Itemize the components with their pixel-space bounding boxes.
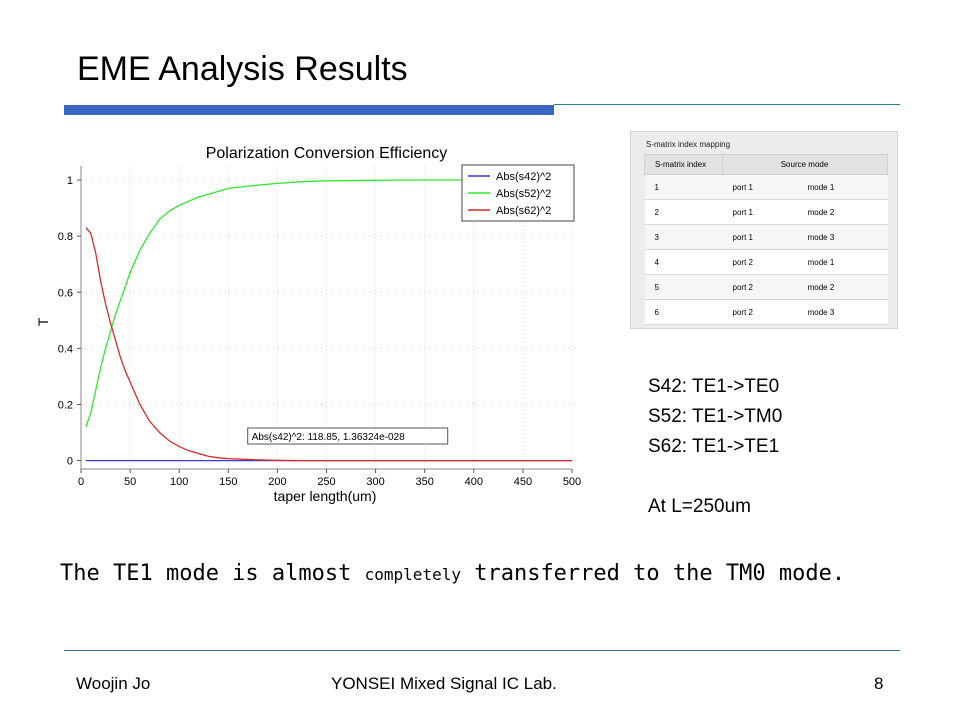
note-length: At L=250um xyxy=(648,496,751,517)
y-tick-label: 1 xyxy=(67,175,73,187)
x-tick-label: 100 xyxy=(170,476,188,488)
smatrix-port-cell: port 2 xyxy=(722,274,798,300)
x-tick-label: 450 xyxy=(514,476,532,488)
conclusion-part-3: transferred to the TM0 mode. xyxy=(460,561,846,586)
legend-label-s52: Abs(s52)^2 xyxy=(496,188,551,200)
x-tick-label: 200 xyxy=(268,476,286,488)
x-axis-label: taper length(um) xyxy=(274,488,377,504)
smatrix-index-cell: 5 xyxy=(644,274,723,300)
y-tick-label: 0.2 xyxy=(58,399,73,411)
series-line-s62 xyxy=(85,227,572,462)
smatrix-row: 6 port 2 mode 3 xyxy=(644,299,888,325)
x-tick-label: 400 xyxy=(465,476,483,488)
annotation-box xyxy=(247,427,449,445)
smatrix-title: S-matrix index mapping xyxy=(646,140,731,149)
page-title: EME Analysis Results xyxy=(77,50,408,88)
smatrix-mode-cell: mode 2 xyxy=(797,274,888,300)
legend-label-s62: Abs(s62)^2 xyxy=(496,205,551,217)
y-tick-label: 0.4 xyxy=(58,343,73,355)
smatrix-index-cell: 4 xyxy=(644,249,723,275)
y-tick-label: 0.6 xyxy=(58,287,73,299)
note-s42: S42: TE1->TE0 xyxy=(648,376,780,397)
smatrix-mode-cell: mode 1 xyxy=(797,174,888,200)
note-s52: S52: TE1->TM0 xyxy=(648,406,783,427)
smatrix-port-cell: port 2 xyxy=(722,249,798,275)
smatrix-panel: S-matrix index mapping S-matrix index So… xyxy=(630,131,898,329)
smatrix-port-cell: port 1 xyxy=(722,224,798,250)
smatrix-row: 4 port 2 mode 1 xyxy=(644,249,888,275)
x-tick-label: 150 xyxy=(219,476,237,488)
smatrix-row: 5 port 2 mode 2 xyxy=(644,274,888,300)
smatrix-index-cell: 6 xyxy=(644,299,723,325)
smatrix-index-cell: 1 xyxy=(644,174,723,200)
y-tick-label: 0 xyxy=(67,456,73,468)
x-tick-label: 0 xyxy=(78,476,84,488)
title-underline-bar xyxy=(64,105,554,115)
note-s62: S62: TE1->TE1 xyxy=(648,436,780,457)
smatrix-port-cell: port 1 xyxy=(722,199,798,225)
smatrix-index-cell: 2 xyxy=(644,199,723,225)
x-tick-label: 500 xyxy=(563,476,581,488)
smatrix-mode-cell: mode 3 xyxy=(797,299,888,325)
smatrix-row: 3 port 1 mode 3 xyxy=(644,224,888,250)
x-tick-label: 250 xyxy=(317,476,335,488)
y-axis-label: T xyxy=(35,317,51,326)
x-tick-label: 350 xyxy=(416,476,434,488)
smatrix-mode-cell: mode 1 xyxy=(797,249,888,275)
x-tick-label: 50 xyxy=(124,476,136,488)
smatrix-row: 1 port 1 mode 1 xyxy=(644,174,888,200)
annotation-text: Abs(s42)^2: 118.85, 1.36324e-028 xyxy=(252,432,405,443)
smatrix-port-cell: port 2 xyxy=(722,299,798,325)
legend-label-s42: Abs(s42)^2 xyxy=(496,171,551,183)
smatrix-row: 2 port 1 mode 2 xyxy=(644,199,888,225)
smatrix-port-cell: port 1 xyxy=(722,174,798,200)
footer-author: Woojin Jo xyxy=(76,674,151,693)
page-number: 8 xyxy=(874,674,884,693)
conclusion-part-2: completely xyxy=(364,565,461,584)
footer-lab: YONSEI Mixed Signal IC Lab. xyxy=(331,674,557,693)
mode-notes: S42: TE1->TE0 S52: TE1->TM0 S62: TE1->TE… xyxy=(648,372,782,522)
smatrix-mode-cell: mode 2 xyxy=(797,199,888,225)
conclusion-text: The TE1 mode is almost completely transf… xyxy=(60,561,845,586)
chart-title: Polarization Conversion Efficiency xyxy=(206,145,448,162)
series-line-s52 xyxy=(85,179,572,428)
smatrix-header-index: S-matrix index xyxy=(644,154,723,175)
x-tick-label: 300 xyxy=(366,476,384,488)
smatrix-header-source: Source mode xyxy=(722,154,888,175)
conclusion-part-1: The TE1 mode is almost xyxy=(60,561,365,586)
footer-rule xyxy=(64,650,900,651)
y-tick-label: 0.8 xyxy=(58,231,73,243)
smatrix-index-cell: 3 xyxy=(644,224,723,250)
smatrix-table: S-matrix index Source mode 1 port 1 mode 1… xyxy=(644,154,888,325)
smatrix-mode-cell: mode 3 xyxy=(797,224,888,250)
note-gap xyxy=(648,462,782,492)
title-underline-line xyxy=(554,104,900,105)
